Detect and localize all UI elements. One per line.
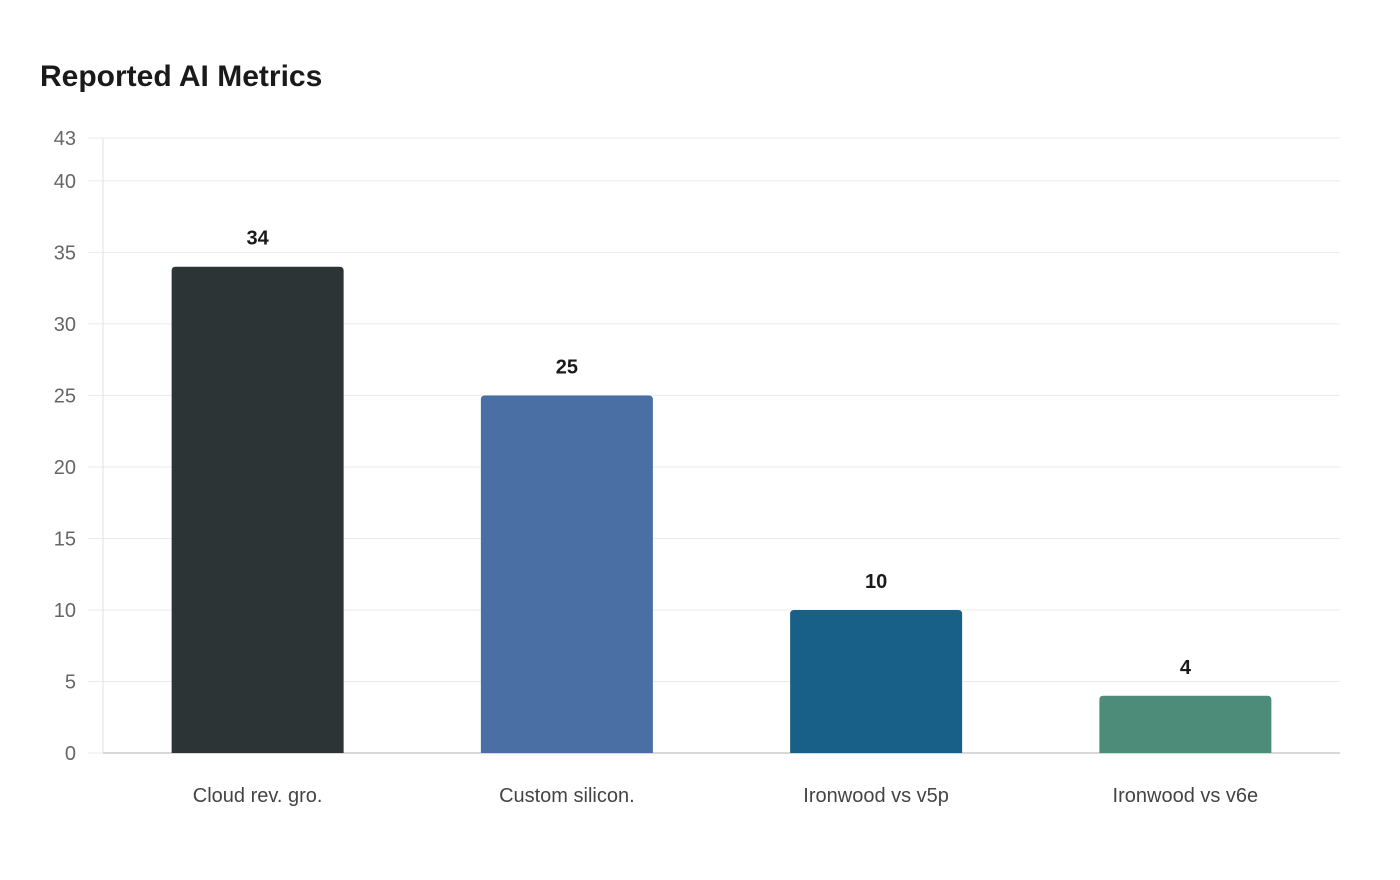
- y-tick-label: 5: [65, 671, 76, 693]
- y-tick-label: 25: [54, 385, 76, 407]
- y-tick-label: 43: [54, 128, 76, 150]
- y-tick-label: 15: [54, 528, 76, 550]
- data-label: 25: [556, 356, 578, 378]
- y-tick-label: 10: [54, 600, 76, 622]
- x-tick-label: Ironwood vs v5p: [803, 785, 949, 807]
- y-tick-label: 35: [54, 242, 76, 264]
- data-label: 10: [865, 571, 887, 593]
- chart-title: Reported AI Metrics: [40, 60, 323, 93]
- data-label: 34: [247, 228, 270, 250]
- bar: [480, 395, 653, 753]
- y-tick-label: 20: [54, 457, 76, 479]
- y-tick-label: 30: [54, 314, 76, 336]
- bar: [790, 609, 963, 753]
- bar: [171, 266, 344, 753]
- x-tick-label: Custom silicon.: [499, 785, 635, 807]
- x-tick-label: Ironwood vs v6e: [1113, 785, 1259, 807]
- x-tick-label: Cloud rev. gro.: [193, 785, 323, 807]
- y-tick-label: 40: [54, 171, 76, 193]
- bar: [1099, 695, 1272, 753]
- data-label: 4: [1180, 657, 1192, 679]
- y-tick-label: 0: [65, 743, 76, 765]
